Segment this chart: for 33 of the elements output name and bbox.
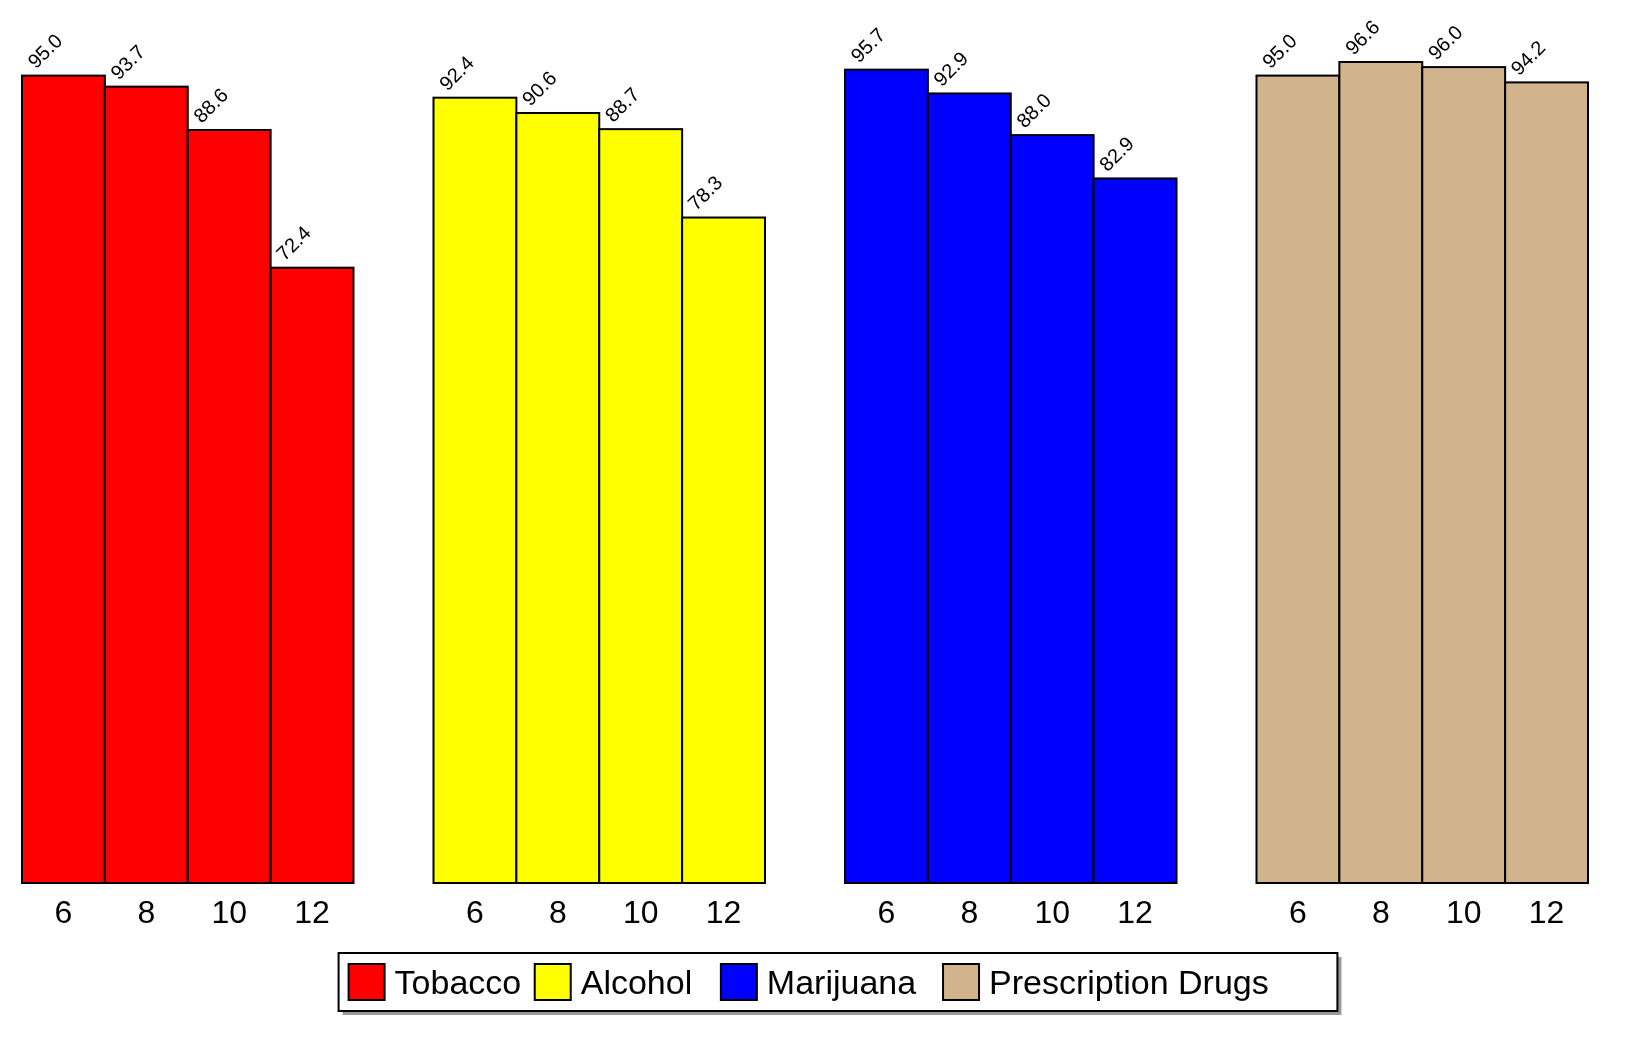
data-label: 72.4	[271, 221, 315, 265]
text: Alcohol	[580, 963, 693, 1001]
x-tick-label: 12	[1528, 894, 1565, 930]
data-label: 82.9	[1094, 132, 1138, 176]
data-label: 95.0	[23, 29, 67, 73]
data-label: 96.0	[1423, 20, 1467, 64]
data-label: 88.0	[1012, 88, 1056, 132]
x-tick-label: 10	[622, 894, 659, 930]
x-tick-label: 10	[1445, 894, 1482, 930]
x-tick-label: 12	[1117, 894, 1153, 930]
x-tick-label: 12	[705, 894, 742, 930]
x-tick-label: 6	[466, 894, 484, 930]
legend-label: Marijuana	[766, 963, 917, 1001]
x-tick-label: 12	[294, 894, 330, 930]
text: Prescription Drugs	[989, 963, 1269, 1001]
data-label: 92.4	[434, 51, 478, 95]
x-tick-label: 8	[548, 894, 567, 930]
data-label: 95.0	[1257, 29, 1301, 73]
data-label: 90.6	[517, 66, 561, 110]
data-label: 92.9	[929, 47, 973, 91]
x-tick-label: 8	[960, 894, 979, 930]
x-tick-label: 6	[54, 894, 73, 930]
data-label: 96.6	[1340, 15, 1384, 59]
x-tick-label: 10	[1034, 894, 1070, 930]
x-tick-label: 8	[137, 894, 156, 930]
legend-label: Tobacco	[394, 963, 522, 1001]
x-tick-label: 6	[877, 894, 896, 930]
x-tick-label: 10	[211, 894, 247, 930]
x-tick-label: 6	[1289, 894, 1307, 930]
data-label: 94.2	[1506, 36, 1550, 80]
data-label: 78.3	[683, 171, 727, 215]
x-tick-label: 8	[1371, 894, 1390, 930]
data-label: 88.6	[189, 83, 233, 127]
